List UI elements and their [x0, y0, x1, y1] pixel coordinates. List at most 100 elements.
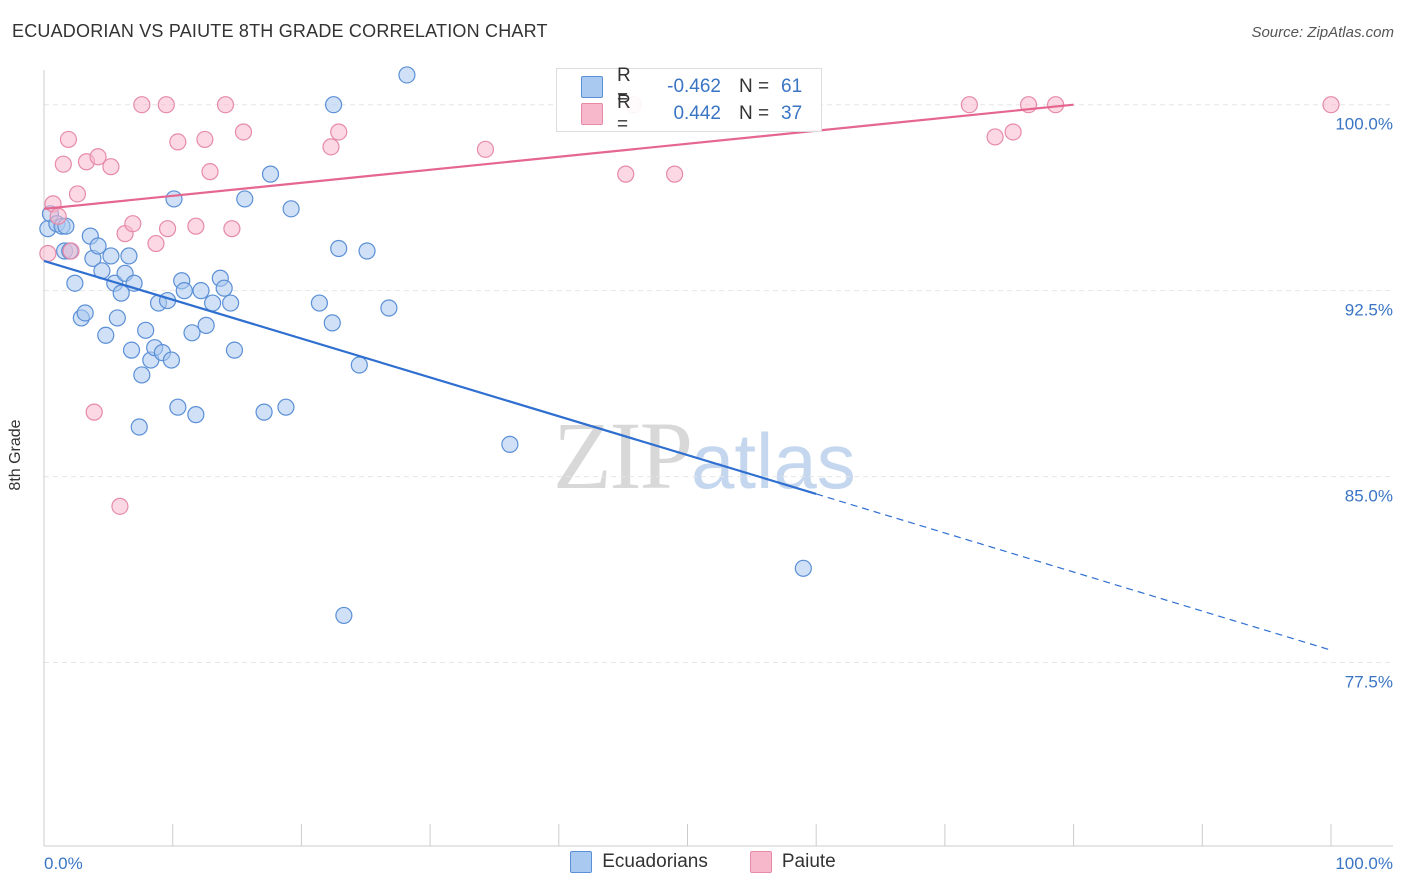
watermark: ZIPatlas — [553, 400, 856, 511]
y-tick-label: 100.0% — [1335, 115, 1393, 134]
ecuadorian-point — [130, 418, 148, 436]
legend-n-value: 61 — [781, 76, 803, 97]
legend-item-paiute[interactable]: Paiute — [749, 851, 836, 873]
paiute-point — [169, 133, 187, 151]
paiute-point — [89, 148, 107, 166]
paiute-point — [124, 215, 142, 233]
ecuadorian-point — [350, 356, 368, 374]
legend-swatch-paiute — [581, 103, 603, 125]
ecuadorian-point — [222, 294, 240, 312]
legend-swatch-ecuadorians — [581, 76, 603, 98]
paiute-point — [147, 234, 165, 253]
ecuadorian-point — [197, 316, 215, 334]
paiute-trend-line — [43, 103, 1074, 210]
ecuadorian-point — [236, 190, 254, 208]
ecuadorian-point — [330, 239, 348, 258]
ecuadorian-point — [398, 66, 416, 84]
chart-title: ECUADORIAN VS PAIUTE 8TH GRADE CORRELATI… — [12, 21, 548, 41]
paiute-point — [158, 220, 177, 238]
watermark-atlas: atlas — [691, 417, 856, 505]
x-tick-label: 100.0% — [1335, 854, 1393, 873]
legend-r-label: R = — [617, 65, 631, 108]
ecuadorian-point — [66, 274, 84, 292]
ecuadorian-point — [310, 294, 329, 312]
ecuadorian-point — [277, 398, 295, 416]
legend-n-value: 37 — [781, 103, 803, 124]
ecuadorian-point — [122, 341, 141, 359]
paiute-point — [133, 96, 151, 114]
legend-row-paiute: R = 0.442 N = 37 — [581, 92, 803, 135]
paiute-point — [986, 128, 1004, 146]
ecuadorians-trend-line — [43, 259, 817, 496]
y-tick-label: 77.5% — [1345, 673, 1393, 692]
paiute-point — [617, 165, 635, 183]
paiute-point — [1322, 96, 1340, 114]
ecuadorians-trend-extension — [816, 493, 1332, 651]
ecuadorian-point — [89, 237, 107, 255]
paiute-point — [39, 244, 57, 263]
ecuadorian-point — [169, 398, 187, 416]
ecuadorian-point — [187, 406, 205, 424]
paiute-point — [157, 96, 175, 114]
ecuadorian-point — [133, 366, 151, 384]
watermark-zip: ZIP — [553, 402, 693, 509]
paiute-point — [330, 123, 348, 141]
legend-swatch-ecuadorians — [570, 851, 593, 873]
legend-label-ecuadorians: Ecuadorians — [602, 851, 708, 872]
legend-label-paiute: Paiute — [781, 851, 836, 872]
paiute-point — [49, 207, 67, 225]
legend-r-value: 0.442 — [673, 103, 721, 124]
paiute-point — [201, 163, 219, 181]
paiute-point — [322, 138, 340, 156]
paiute-point — [1004, 123, 1022, 141]
paiute-point — [666, 165, 684, 183]
paiute-point — [187, 217, 205, 235]
paiute-point — [102, 158, 120, 176]
ecuadorian-point — [165, 190, 183, 208]
x-tick-label: 0.0% — [44, 854, 83, 873]
ecuadorian-point — [323, 314, 341, 332]
y-tick-label: 92.5% — [1345, 301, 1393, 320]
paiute-point — [62, 242, 80, 260]
ecuadorian-point — [380, 299, 398, 317]
ecuadorian-point — [255, 403, 273, 421]
paiute-point — [85, 403, 103, 421]
ecuadorian-point — [108, 309, 126, 327]
paiute-point — [476, 140, 495, 158]
series-legend: Ecuadorians Paiute — [0, 851, 1406, 873]
legend-r-label: R = — [617, 92, 631, 135]
legend-r-value: -0.462 — [667, 76, 721, 97]
ecuadorian-point — [102, 247, 120, 265]
ecuadorian-point — [358, 242, 376, 260]
y-tick-label: 85.0% — [1345, 487, 1393, 506]
ecuadorian-point — [120, 247, 138, 265]
ecuadorian-point — [225, 341, 244, 359]
ecuadorian-point — [324, 96, 343, 114]
ecuadorian-point — [215, 279, 233, 297]
paiute-point — [54, 155, 72, 173]
ecuadorian-point — [183, 324, 201, 342]
ecuadorian-point — [97, 326, 115, 344]
paiute-point — [223, 220, 241, 238]
ecuadorian-point — [794, 559, 812, 577]
ecuadorian-point — [162, 351, 181, 369]
paiute-point — [234, 123, 253, 141]
ecuadorian-point — [501, 435, 519, 453]
legend-n-label: N = — [739, 76, 770, 97]
paiute-point — [1046, 96, 1065, 114]
legend-swatch-paiute — [749, 851, 772, 873]
paiute-point — [960, 96, 978, 114]
paiute-point — [59, 130, 78, 149]
ecuadorian-point — [203, 294, 222, 312]
paiute-point — [216, 96, 235, 114]
legend-row-ecuadorians: R = -0.462 N = 61 — [581, 65, 803, 108]
legend-item-ecuadorians[interactable]: Ecuadorians — [570, 851, 708, 873]
ecuadorian-point — [175, 282, 193, 300]
ecuadorian-point — [261, 165, 280, 183]
ecuadorian-point — [282, 200, 300, 218]
paiute-point — [68, 185, 87, 203]
ecuadorian-point — [76, 304, 94, 322]
source-label: Source: ZipAtlas.com — [1251, 24, 1394, 41]
ecuadorian-point — [192, 282, 210, 300]
